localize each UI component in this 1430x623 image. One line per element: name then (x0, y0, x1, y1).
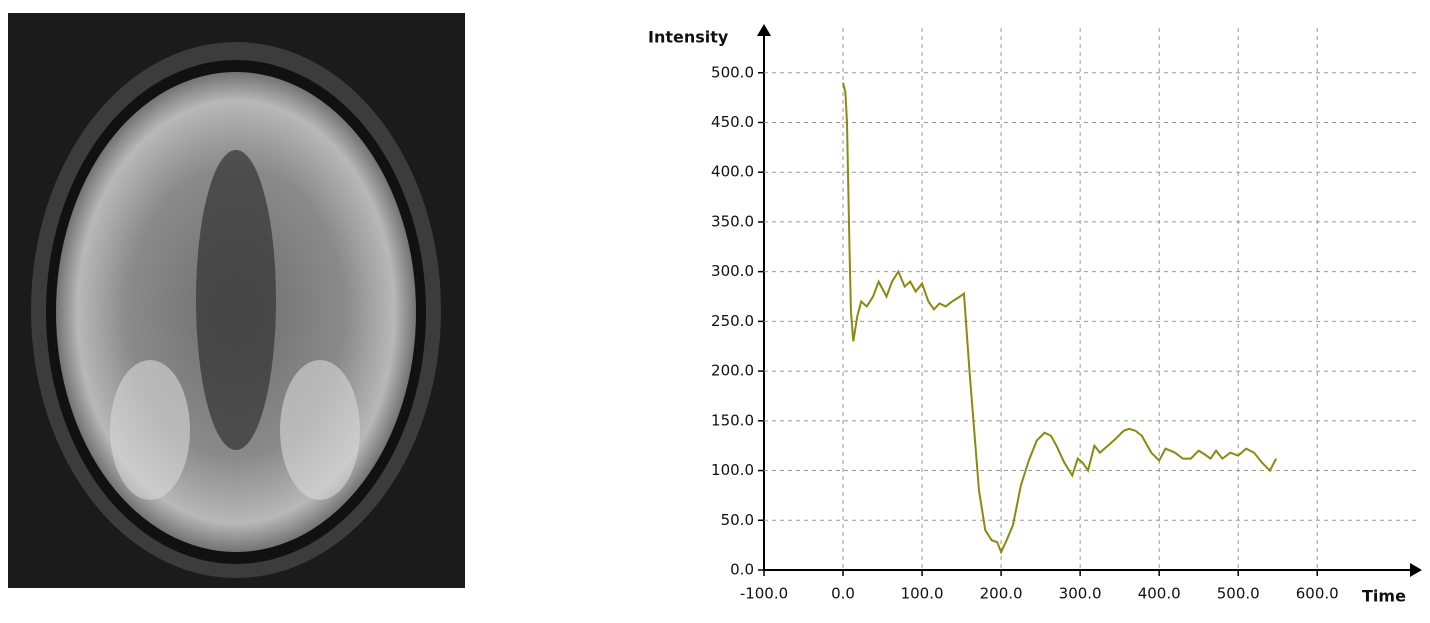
x-tick-label: 100.0 (901, 585, 944, 603)
x-tick-label: 0.0 (831, 585, 855, 603)
x-tick-label: -100.0 (740, 585, 788, 603)
x-tick-label: 500.0 (1217, 585, 1260, 603)
y-tick-label: 350.0 (711, 212, 754, 230)
y-tick-label: 100.0 (711, 461, 754, 479)
y-tick-label: 250.0 (711, 312, 754, 330)
data-line (842, 82, 1278, 555)
y-axis-title: Intensity (648, 28, 729, 47)
x-axis-arrow (1410, 563, 1422, 577)
y-tick-label: 400.0 (711, 163, 754, 181)
x-tick-label: 600.0 (1296, 585, 1339, 603)
y-tick-label: 0.0 (730, 561, 754, 579)
y-tick-label: 500.0 (711, 63, 754, 81)
y-axis-arrow (757, 24, 771, 36)
mri-image (8, 13, 465, 588)
y-tick-label: 50.0 (721, 511, 754, 529)
x-tick-label: 400.0 (1138, 585, 1181, 603)
x-tick-label: 300.0 (1059, 585, 1102, 603)
y-tick-label: 450.0 (711, 113, 754, 131)
x-tick-label: 200.0 (980, 585, 1023, 603)
y-tick-label: 300.0 (711, 262, 754, 280)
chart: Intensity Time 0.0 50.0 100.0 150.0 200.0 250… (648, 24, 1422, 606)
x-axis-title: Time (1362, 587, 1406, 606)
y-tick-label: 150.0 (711, 411, 754, 429)
y-tick-label: 200.0 (711, 362, 754, 380)
